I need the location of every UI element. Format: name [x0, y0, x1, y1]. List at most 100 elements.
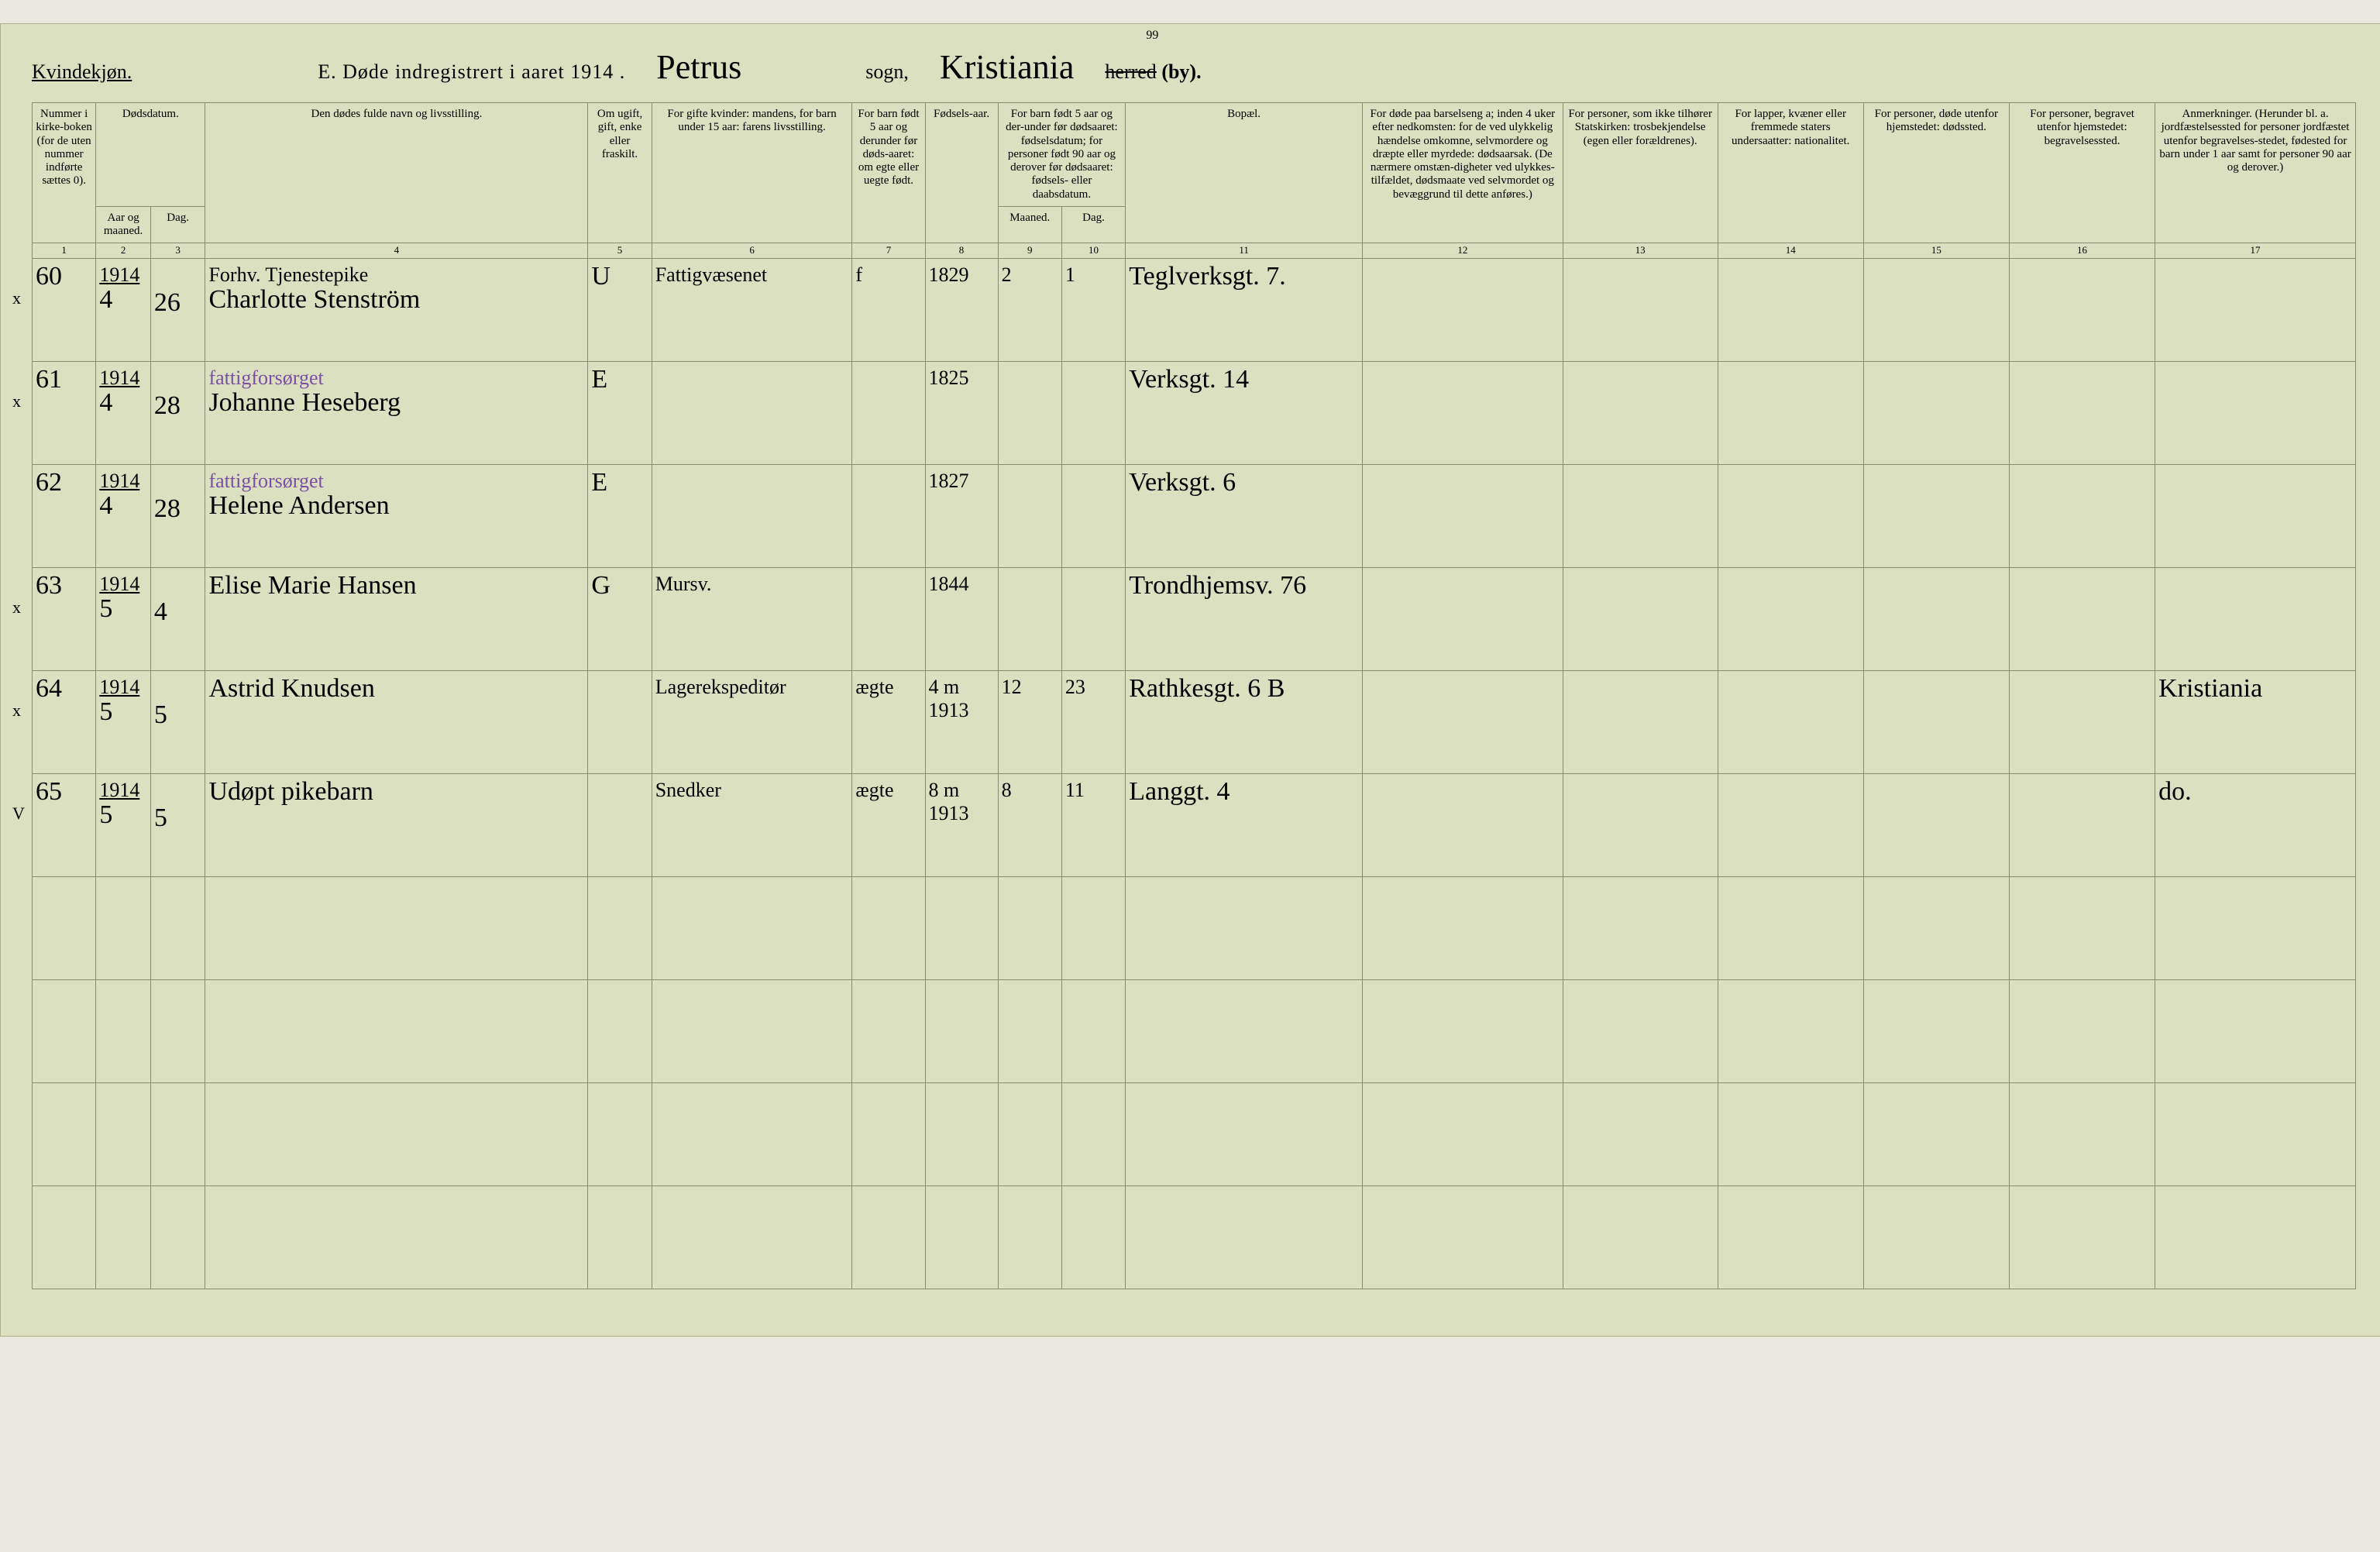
- table-row-blank: [33, 1083, 2356, 1186]
- birth-year: 4 m1913: [925, 671, 998, 774]
- col7: ægte: [852, 774, 925, 877]
- status: E: [588, 362, 652, 465]
- birth-year: 1827: [925, 465, 998, 568]
- city: Kristiania: [940, 47, 1075, 87]
- person-name: Johanne Heseberg: [208, 390, 584, 416]
- col-4: Den dødes fulde navn og livsstilling.: [205, 103, 588, 243]
- person-name: Elise Marie Hansen: [208, 573, 584, 599]
- ledger-sheet: 99 Kvindekjøn. E. Døde indregistrert i a…: [0, 23, 2380, 1337]
- table-row-blank: [33, 980, 2356, 1083]
- col6: [652, 362, 852, 465]
- day: 28: [150, 465, 205, 568]
- col7: [852, 568, 925, 671]
- status: [588, 774, 652, 877]
- name-cell: Astrid Knudsen: [205, 671, 588, 774]
- col15: [1863, 362, 2009, 465]
- col15: [1863, 465, 2009, 568]
- page-number: 99: [1146, 29, 1158, 43]
- table-head: Nummer i kirke-boken (for de uten nummer…: [33, 103, 2356, 259]
- anm: [2155, 465, 2356, 568]
- table-row: x601914426Forhv. TjenestepikeCharlotte S…: [33, 259, 2356, 362]
- sogn-label: sogn,: [865, 60, 909, 84]
- status: E: [588, 465, 652, 568]
- parish: Petrus: [656, 47, 741, 87]
- occupation-line: fattigforsørget: [208, 366, 584, 390]
- col-2: Dødsdatum.: [96, 103, 205, 207]
- entry-no: 62: [33, 465, 96, 568]
- table-row-blank: [33, 877, 2356, 980]
- col15: [1863, 671, 2009, 774]
- col-2b: Dag.: [150, 206, 205, 243]
- col12: [1362, 568, 1563, 671]
- birth-month: 12: [998, 671, 1061, 774]
- name-cell: Elise Marie Hansen: [205, 568, 588, 671]
- col-5: Om ugift, gift, enke eller fraskilt.: [588, 103, 652, 243]
- anm: [2155, 362, 2356, 465]
- birth-day: [1061, 568, 1125, 671]
- ledger-table: Nummer i kirke-boken (for de uten nummer…: [32, 102, 2356, 1289]
- birth-month: 8: [998, 774, 1061, 877]
- birth-day: 23: [1061, 671, 1125, 774]
- birth-month: [998, 465, 1061, 568]
- col-14: For lapper, kvæner eller fremmede stater…: [1718, 103, 1863, 243]
- bopael: Rathkesgt. 6 B: [1126, 671, 1363, 774]
- col-9b: Dag.: [1061, 206, 1125, 243]
- bopael: Langgt. 4: [1126, 774, 1363, 877]
- birth-month: 2: [998, 259, 1061, 362]
- col13: [1563, 671, 1718, 774]
- date-col: 19144: [96, 362, 151, 465]
- col-9a: Maaned.: [998, 206, 1061, 243]
- table-row-blank: [33, 1186, 2356, 1289]
- name-cell: Forhv. TjenestepikeCharlotte Stenström: [205, 259, 588, 362]
- birth-year: 1844: [925, 568, 998, 671]
- col6: Snedker: [652, 774, 852, 877]
- gender-label: Kvindekjøn.: [32, 60, 132, 84]
- col-8: Fødsels-aar.: [925, 103, 998, 243]
- day: 5: [150, 671, 205, 774]
- col16: [2009, 259, 2155, 362]
- col15: [1863, 774, 2009, 877]
- occupation-line: fattigforsørget: [208, 470, 584, 493]
- date-col: 19144: [96, 465, 151, 568]
- bopael: Teglverksgt. 7.: [1126, 259, 1363, 362]
- entry-no: x63: [33, 568, 96, 671]
- table-row: x63191454Elise Marie HansenGMursv.1844Tr…: [33, 568, 2356, 671]
- colnum-row: 1 2 3 4 5 6 7 8 9 10 11 12 13 14 15 16 1…: [33, 243, 2356, 259]
- col7: [852, 362, 925, 465]
- col13: [1563, 774, 1718, 877]
- col6: Fattigvæsenet: [652, 259, 852, 362]
- birth-day: [1061, 465, 1125, 568]
- col12: [1362, 774, 1563, 877]
- day: 4: [150, 568, 205, 671]
- entry-no: x60: [33, 259, 96, 362]
- table-row: 621914428fattigforsørgetHelene AndersenE…: [33, 465, 2356, 568]
- col16: [2009, 568, 2155, 671]
- day: 28: [150, 362, 205, 465]
- col6: [652, 465, 852, 568]
- col-13: For personer, som ikke tilhører Statskir…: [1563, 103, 1718, 243]
- herred: herred (by).: [1105, 60, 1201, 84]
- birth-year: 1829: [925, 259, 998, 362]
- col14: [1718, 774, 1863, 877]
- col-6: For gifte kvinder: mandens, for barn und…: [652, 103, 852, 243]
- status: U: [588, 259, 652, 362]
- anm: do.: [2155, 774, 2356, 877]
- date-col: 19144: [96, 259, 151, 362]
- col14: [1718, 568, 1863, 671]
- col-2a: Aar og maaned.: [96, 206, 151, 243]
- col13: [1563, 465, 1718, 568]
- col16: [2009, 362, 2155, 465]
- birth-day: 1: [1061, 259, 1125, 362]
- birth-year: 8 m1913: [925, 774, 998, 877]
- col13: [1563, 259, 1718, 362]
- bopael: Verksgt. 6: [1126, 465, 1363, 568]
- col6: Lagerekspeditør: [652, 671, 852, 774]
- table-row: V65191455Udøpt pikebarnSnedkerægte8 m191…: [33, 774, 2356, 877]
- birth-month: [998, 568, 1061, 671]
- date-col: 19145: [96, 671, 151, 774]
- col12: [1362, 465, 1563, 568]
- birth-year: 1825: [925, 362, 998, 465]
- col7: f: [852, 259, 925, 362]
- col16: [2009, 774, 2155, 877]
- bopael: Verksgt. 14: [1126, 362, 1363, 465]
